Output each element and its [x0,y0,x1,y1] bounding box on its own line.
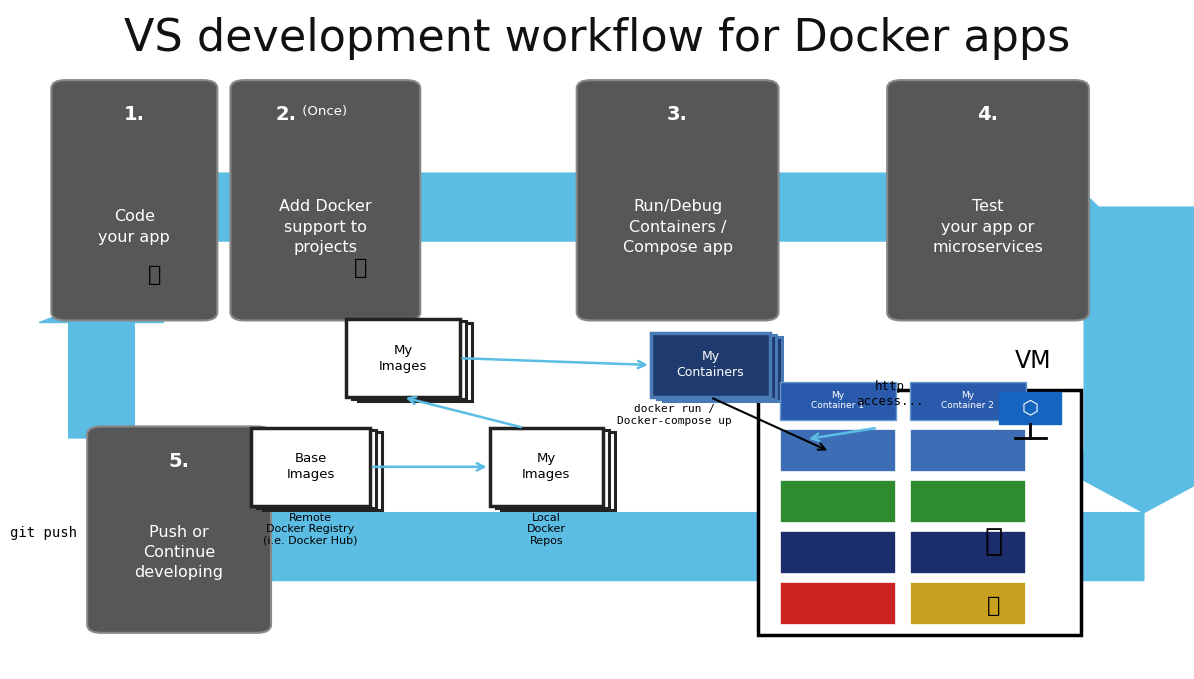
Text: VS development workflow for Docker apps: VS development workflow for Docker apps [124,17,1070,60]
Text: Local
Docker
Repos: Local Docker Repos [527,513,566,546]
Bar [780,531,896,574]
Bar [490,428,603,506]
Text: 🐳: 🐳 [355,258,368,278]
Text: 5.: 5. [168,452,190,471]
Bar [780,480,896,523]
FancyBboxPatch shape [51,80,217,320]
Text: 📄: 📄 [148,265,161,285]
FancyArrow shape [66,143,1098,272]
Text: 2.: 2. [276,105,296,124]
Bar [780,582,896,625]
Bar [346,319,460,397]
Text: Run/Debug
Containers /
Compose app: Run/Debug Containers / Compose app [622,200,733,255]
Bar [758,390,1081,635]
Bar [657,335,776,399]
Text: My
Container 1: My Container 1 [811,391,864,410]
Text: My
Images: My Images [378,344,427,373]
Bar [257,430,376,508]
Text: Push or
Continue
developing: Push or Continue developing [135,525,223,581]
Bar [910,382,1026,420]
Bar [910,480,1026,523]
Text: My
Containers: My Containers [677,350,744,380]
FancyBboxPatch shape [230,80,420,320]
Bar [780,382,896,420]
Text: Base
Images: Base Images [287,452,334,481]
Text: 4.: 4. [978,105,998,124]
Text: Remote
Docker Registry
(i.e. Docker Hub): Remote Docker Registry (i.e. Docker Hub) [263,513,358,546]
Text: ⬡: ⬡ [1022,399,1039,418]
Bar [663,337,782,401]
Text: 🐳: 🐳 [986,595,1001,616]
Text: 🐧: 🐧 [984,528,1003,557]
FancyBboxPatch shape [577,80,778,320]
Bar [910,429,1026,472]
Text: git push: git push [10,526,76,540]
Text: My
Container 2: My Container 2 [941,391,995,410]
FancyBboxPatch shape [87,426,271,633]
Text: docker run /
Docker-compose up: docker run / Docker-compose up [617,404,732,426]
Bar [651,333,770,397]
Text: Code
your app: Code your app [98,210,171,245]
FancyArrow shape [1030,207,1194,513]
Bar [910,531,1026,574]
Text: My
Images: My Images [522,452,571,481]
Text: Test
your app or
microservices: Test your app or microservices [933,200,1044,255]
Text: 3.: 3. [667,105,688,124]
Bar [251,428,370,506]
FancyArrow shape [39,299,164,438]
Bar [780,429,896,472]
FancyBboxPatch shape [887,80,1089,320]
Text: 1.: 1. [124,105,144,124]
Bar [910,582,1026,625]
Bar [263,432,382,510]
Text: (Once): (Once) [298,105,347,118]
Bar [501,432,615,510]
Text: Add Docker
support to
projects: Add Docker support to projects [279,200,371,255]
Bar [358,323,472,401]
Bar [496,430,609,508]
Text: VM: VM [1015,350,1051,373]
Bar [999,392,1061,424]
Text: http
access...: http access... [856,380,923,408]
FancyArrow shape [161,482,1144,611]
Bar [352,321,466,399]
